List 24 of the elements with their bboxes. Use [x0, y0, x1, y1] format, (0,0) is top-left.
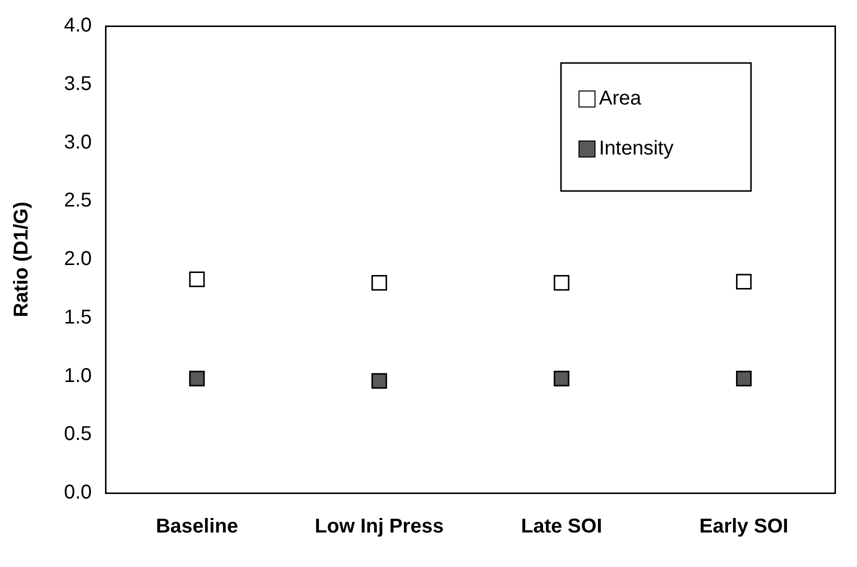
- y-tick-label: 2.0: [64, 248, 92, 270]
- y-tick-label: 1.5: [64, 306, 92, 328]
- legend-label: Area: [599, 88, 642, 110]
- x-tick-label: Baseline: [156, 516, 238, 538]
- point: [189, 370, 205, 386]
- legend-label: Intensity: [599, 138, 674, 160]
- y-tick-label: 3.5: [64, 72, 92, 95]
- point: [736, 370, 752, 386]
- point: [189, 272, 205, 288]
- y-tick-label: 0.5: [64, 423, 92, 446]
- y-tick-label: 2.5: [64, 190, 92, 212]
- point: [736, 274, 752, 290]
- x-tick-label: Early SOI: [699, 516, 788, 538]
- point: [371, 275, 388, 291]
- point: [554, 370, 570, 386]
- y-tick-label: 4.0: [64, 14, 92, 37]
- y-axis-title: Ratio (D1/G): [10, 202, 33, 318]
- point: [554, 275, 570, 291]
- y-tick-label: 1.0: [64, 364, 92, 387]
- x-tick-label: Low Inj Press: [314, 516, 444, 538]
- point: [371, 373, 388, 389]
- y-tick-label: 0.0: [64, 482, 92, 504]
- y-tick-label: 3.0: [64, 131, 92, 154]
- x-tick-label: Late SOI: [520, 516, 602, 538]
